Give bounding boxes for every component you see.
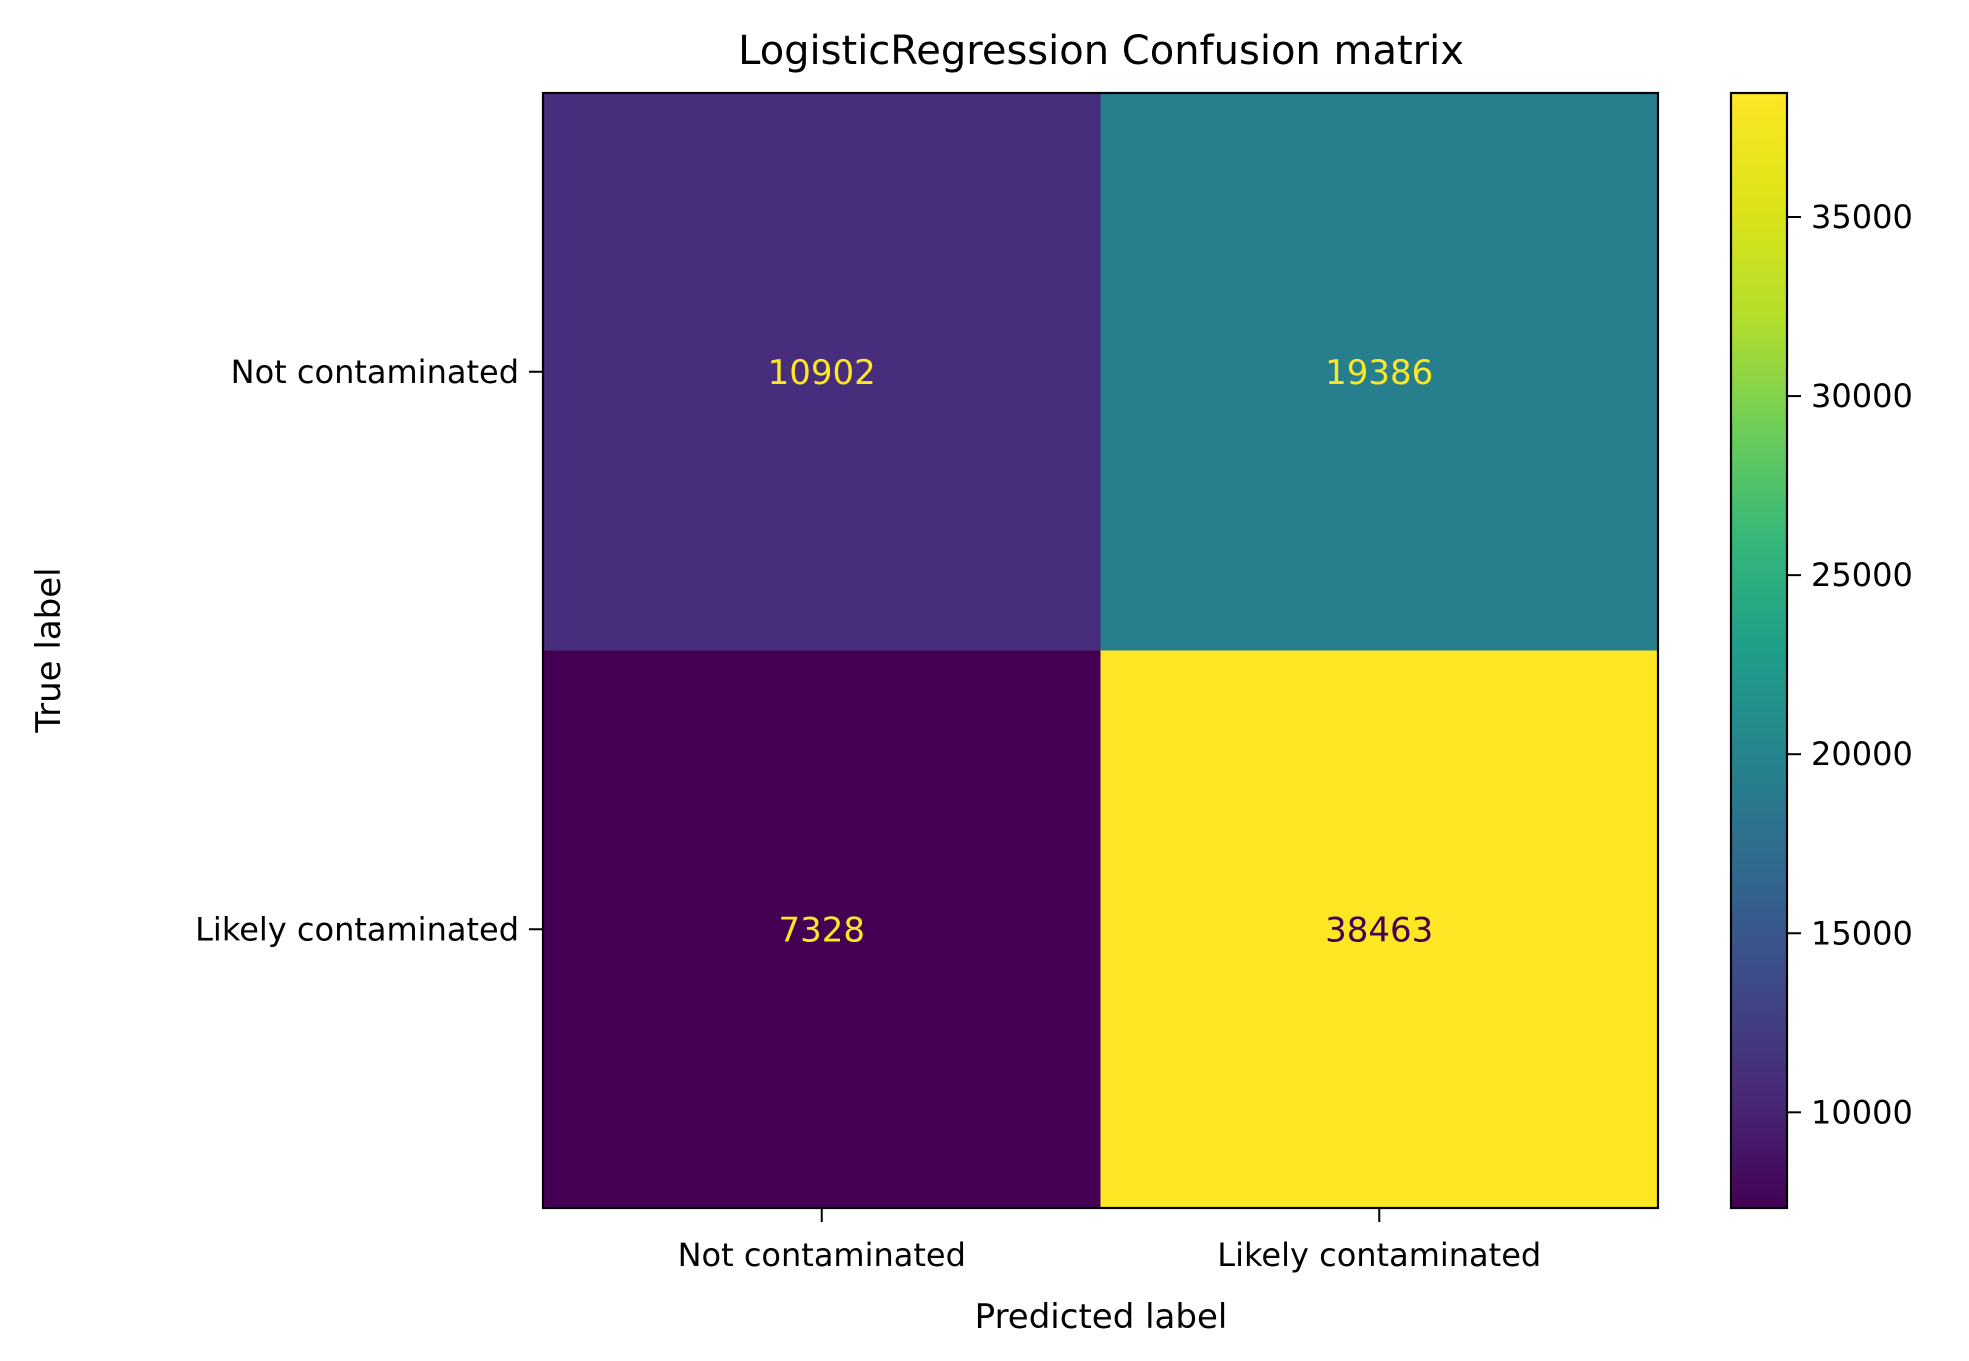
y-axis-ticks: Not contaminated Likely contaminated xyxy=(195,353,543,948)
colorbar-tick-label-1: 15000 xyxy=(1811,914,1913,952)
heatmap-cell-labels: 10902 19386 7328 38463 xyxy=(768,353,1434,951)
colorbar-tick-label-3: 25000 xyxy=(1811,556,1913,594)
x-axis-ticks: Not contaminated Likely contaminated xyxy=(678,1208,1541,1274)
x-tick-label-0: Not contaminated xyxy=(678,1236,966,1274)
colorbar-tick-label-4: 30000 xyxy=(1811,377,1913,415)
colorbar-tick-label-2: 20000 xyxy=(1811,735,1913,773)
cell-value-r1-c1: 38463 xyxy=(1325,910,1433,950)
y-axis-label: True label xyxy=(29,567,69,733)
heatmap-cells xyxy=(543,93,1659,1209)
plot-frame xyxy=(541,91,1660,1210)
cell-value-r0-c0: 10902 xyxy=(768,353,876,393)
y-tick-label-1: Likely contaminated xyxy=(195,910,519,948)
heatmap-cell-r0-c1 xyxy=(1100,93,1659,651)
y-tick-label-0: Not contaminated xyxy=(231,353,519,391)
x-tick-label-1: Likely contaminated xyxy=(1217,1236,1541,1274)
colorbar-tick-label-0: 10000 xyxy=(1811,1093,1913,1131)
x-axis-label: Predicted label xyxy=(975,1297,1228,1337)
heatmap-cell-r1-c0 xyxy=(543,650,1101,1209)
colorbar-tick-label-5: 35000 xyxy=(1811,198,1913,236)
colorbar-ticks: 10000 15000 20000 25000 30000 35000 xyxy=(1787,198,1913,1131)
colorbar-gradient xyxy=(1731,93,1787,1208)
heatmap-cell-r0-c0 xyxy=(543,93,1101,651)
colorbar-frame xyxy=(1729,91,1789,1210)
chart-title: LogisticRegression Confusion matrix xyxy=(738,28,1464,74)
cell-value-r1-c0: 7328 xyxy=(778,910,865,950)
cell-value-r0-c1: 19386 xyxy=(1325,353,1433,393)
heatmap-cell-r1-c1 xyxy=(1100,650,1659,1209)
